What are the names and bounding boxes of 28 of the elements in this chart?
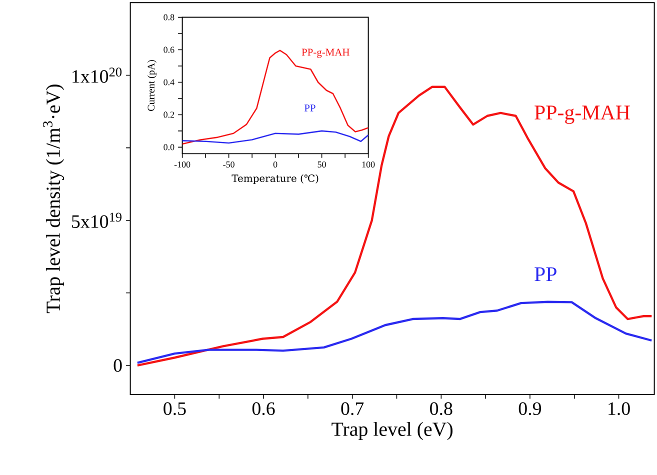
x-tick-label: 0.5 — [164, 402, 186, 416]
line-series — [182, 130, 368, 144]
y-tick-label: 0.6 — [164, 46, 174, 53]
y-tick-label: 0 — [114, 359, 122, 372]
text: 1.0 — [608, 402, 630, 416]
series-label: PP — [534, 267, 556, 282]
y-tick-label: 1x10$^{20}$ — [72, 68, 122, 83]
y-axis-title: Trap level density (1/m$^{3}$·eV) — [43, 84, 64, 314]
series-label: PP-g-MAH — [534, 106, 630, 124]
x-tick-label: -100 — [174, 161, 190, 168]
text: 0.0 — [164, 144, 174, 150]
x-tick-label: 0.6 — [252, 402, 275, 416]
series-label: PP-g-MAH — [302, 48, 350, 58]
x-tick-label: 0.9 — [518, 402, 542, 416]
series-label: PP — [304, 104, 316, 112]
x-axis-title: Trap level (eV) — [332, 422, 452, 440]
y-tick-label: 0.8 — [164, 14, 174, 20]
y-axis-title: Current (pA) — [147, 60, 156, 111]
x-tick-label: 100 — [362, 161, 375, 168]
y-tick-label: 5x10$^{19}$ — [72, 212, 122, 228]
x-tick-label: 0 — [273, 161, 278, 168]
x-tick-label: -50 — [223, 161, 234, 168]
y-tick-label: 0.2 — [164, 112, 174, 118]
x-tick-label: 50 — [318, 161, 326, 168]
x-axis-title: Temperature (℃) — [232, 174, 318, 184]
x-tick-label: 0.8 — [430, 402, 452, 416]
x-tick-label: 0.7 — [341, 402, 364, 416]
y-tick-label: 0.4 — [164, 79, 174, 86]
